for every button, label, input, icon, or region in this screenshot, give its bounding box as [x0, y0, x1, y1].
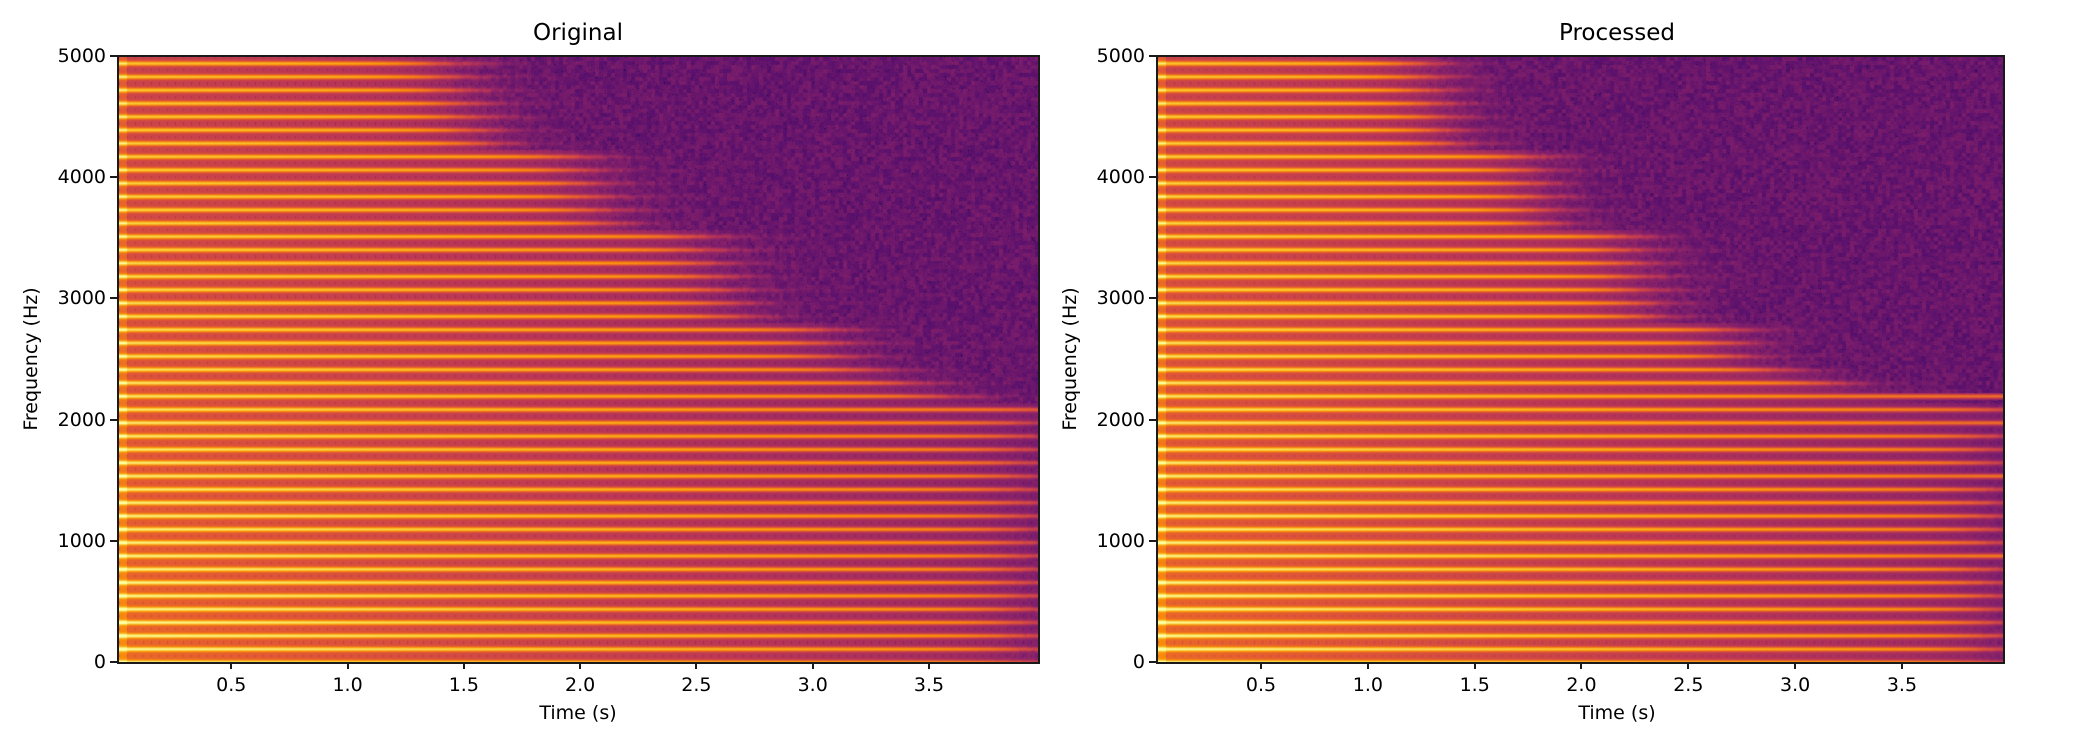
x-tick-mark — [1900, 662, 1903, 669]
y-tick-label: 2000 — [1096, 408, 1145, 431]
y-tick-label: 3000 — [57, 287, 106, 310]
x-axis-label: Time (s) — [539, 702, 617, 724]
y-tick-mark — [1149, 176, 1156, 179]
x-tick-label: 3.0 — [1780, 674, 1811, 696]
x-tick-mark — [462, 662, 465, 669]
panel-original: Original Frequency (Hz) Time (s) 0 1000 20… — [20, 20, 1040, 724]
y-tick-mark — [110, 539, 117, 542]
y-tick-mark — [1149, 418, 1156, 421]
y-tick-mark — [110, 297, 117, 300]
y-tick-mark — [1149, 661, 1156, 663]
x-tick-mark — [811, 662, 814, 669]
spectrogram-image — [1158, 57, 2003, 662]
x-tick-label: 0.5 — [216, 674, 247, 696]
x-tick-label: 3.5 — [1886, 674, 1918, 696]
x-tick-label: 1.0 — [332, 674, 363, 696]
x-tick-mark — [230, 662, 233, 669]
x-tick-mark — [1794, 662, 1797, 669]
plot-title: Processed — [1559, 20, 1675, 46]
x-tick-label: 3.0 — [797, 674, 828, 696]
y-tick-label: 1000 — [1096, 529, 1145, 552]
y-tick-label: 0 — [1132, 651, 1145, 673]
x-tick-label: 1.5 — [1459, 674, 1490, 696]
spectrogram-axes-original — [117, 55, 1040, 664]
x-tick-mark — [1687, 662, 1690, 669]
y-tick-mark — [1149, 539, 1156, 542]
x-tick-mark — [927, 662, 930, 669]
y-tick-mark — [110, 418, 117, 421]
x-tick-mark — [1580, 662, 1583, 669]
x-axis-label: Time (s) — [1578, 702, 1656, 724]
y-tick-mark — [110, 661, 117, 663]
spectrogram-axes-processed — [1156, 55, 2005, 664]
x-tick-label: 2.0 — [565, 674, 596, 696]
x-tick-mark — [579, 662, 582, 669]
x-tick-label: 2.5 — [1673, 674, 1704, 696]
x-tick-mark — [1366, 662, 1369, 669]
y-tick-label: 5000 — [57, 45, 106, 67]
spectrogram-image — [119, 57, 1038, 662]
y-tick-mark — [1149, 55, 1156, 57]
y-tick-mark — [110, 176, 117, 179]
y-tick-label: 4000 — [1096, 166, 1145, 189]
y-tick-label: 2000 — [57, 408, 106, 431]
x-tick-mark — [1260, 662, 1263, 669]
x-tick-label: 1.5 — [448, 674, 479, 696]
y-tick-label: 5000 — [1096, 45, 1145, 67]
x-tick-label: 0.5 — [1245, 674, 1277, 696]
x-tick-mark — [346, 662, 349, 669]
y-tick-label: 4000 — [57, 166, 106, 189]
y-tick-mark — [1149, 297, 1156, 300]
plot-title: Original — [532, 20, 624, 46]
y-tick-mark — [110, 55, 117, 57]
x-tick-mark — [695, 662, 698, 669]
y-tick-label: 3000 — [1096, 287, 1145, 310]
y-tick-label: 1000 — [57, 529, 106, 552]
x-tick-label: 2.0 — [1566, 674, 1597, 696]
x-tick-label: 2.5 — [681, 674, 712, 696]
x-tick-label: 1.0 — [1352, 674, 1383, 696]
x-tick-label: 3.5 — [913, 674, 945, 696]
y-tick-label: 0 — [93, 651, 106, 673]
x-tick-mark — [1473, 662, 1476, 669]
